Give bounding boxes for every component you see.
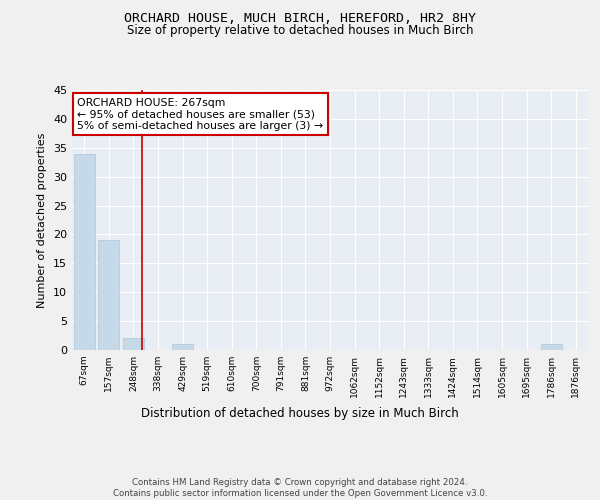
Bar xyxy=(74,154,95,350)
Bar xyxy=(172,344,193,350)
Y-axis label: Number of detached properties: Number of detached properties xyxy=(37,132,47,308)
Bar xyxy=(541,344,562,350)
Bar xyxy=(123,338,144,350)
Text: Distribution of detached houses by size in Much Birch: Distribution of detached houses by size … xyxy=(141,408,459,420)
Bar xyxy=(98,240,119,350)
Text: ORCHARD HOUSE: 267sqm
← 95% of detached houses are smaller (53)
5% of semi-detac: ORCHARD HOUSE: 267sqm ← 95% of detached … xyxy=(77,98,323,131)
Text: Size of property relative to detached houses in Much Birch: Size of property relative to detached ho… xyxy=(127,24,473,37)
Text: Contains HM Land Registry data © Crown copyright and database right 2024.
Contai: Contains HM Land Registry data © Crown c… xyxy=(113,478,487,498)
Text: ORCHARD HOUSE, MUCH BIRCH, HEREFORD, HR2 8HY: ORCHARD HOUSE, MUCH BIRCH, HEREFORD, HR2… xyxy=(124,12,476,26)
